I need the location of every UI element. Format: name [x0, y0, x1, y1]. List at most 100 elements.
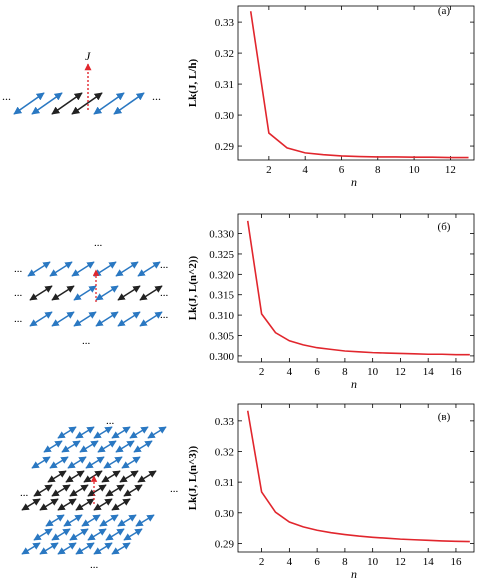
chart-panel-a: 2 4 6 8 10 12 0.29 0.30 0.31 0.32 0.33 n Lk(J, L/h) (…: [187, 5, 475, 189]
blue-arrow: [57, 426, 77, 439]
dark-arrow: [117, 285, 141, 301]
lattice-illustration-c: ... ... ... ...: [20, 415, 179, 571]
blue-arrow: [51, 528, 71, 541]
blue-arrow: [123, 528, 143, 541]
blue-arrow: [63, 514, 83, 527]
y-tick-label: 0.29: [215, 141, 235, 153]
blue-arrow: [29, 311, 53, 327]
blue-arrow: [21, 542, 41, 555]
y-tick-label: 0.31: [215, 79, 234, 91]
dark-arrow: [21, 498, 41, 511]
blue-arrow: [67, 456, 87, 469]
y-tick-label: 0.31: [215, 477, 234, 489]
ellipsis: ...: [160, 259, 169, 271]
blue-arrow: [61, 440, 81, 453]
blue-arrow: [73, 311, 97, 327]
dark-arrow: [87, 484, 107, 497]
y-tick-label: 0.29: [215, 538, 235, 550]
blue-arrow: [117, 311, 141, 327]
ellipsis: ...: [160, 287, 169, 299]
blue-arrow: [147, 426, 167, 439]
blue-arrow: [115, 440, 135, 453]
y-tick-label: 0.33: [215, 17, 235, 29]
ellipsis: ...: [20, 487, 29, 499]
blue-arrow: [85, 456, 105, 469]
blue-arrow: [51, 311, 75, 327]
blue-arrow: [39, 542, 59, 555]
dark-arrow: [33, 484, 53, 497]
y-tick-label: 0.33: [215, 416, 235, 428]
y-tick-label: 0.305: [209, 330, 234, 342]
dark-arrow: [57, 498, 77, 511]
chart-panel-c: 2 4 6 8 10 12 14 16 0.29 0.30 0.31 0.32 0.33 n Lk(J, L…: [187, 403, 475, 581]
blue-arrow: [103, 456, 123, 469]
dark-arrow: [47, 470, 67, 483]
blue-arrow: [115, 261, 139, 277]
dark-arrow: [139, 285, 163, 301]
blue-arrow: [31, 456, 51, 469]
x-tick-label: 6: [339, 164, 345, 176]
blue-arrow: [129, 426, 149, 439]
blue-arrow: [95, 285, 119, 301]
dark-arrow: [137, 470, 157, 483]
series-line: [246, 220, 470, 356]
blue-arrow: [57, 542, 77, 555]
plot-frame: [237, 5, 475, 161]
x-tick-label: 16: [450, 366, 462, 378]
plot-frame: [237, 403, 475, 553]
blue-arrow: [99, 514, 119, 527]
dark-arrow: [111, 498, 131, 511]
x-tick-label: 8: [375, 164, 381, 176]
blue-arrow: [69, 528, 89, 541]
dark-arrow: [101, 470, 121, 483]
ellipsis: ...: [170, 483, 179, 495]
x-tick-label: 4: [302, 164, 308, 176]
dark-arrow: [39, 498, 59, 511]
ellipsis: ...: [106, 415, 115, 427]
panel-label: (в): [438, 411, 451, 423]
x-tick-label: 12: [395, 366, 406, 378]
blue-arrow: [49, 261, 73, 277]
dark-arrow: [123, 484, 143, 497]
y-tick-label: 0.320: [209, 269, 234, 281]
dark-arrow: [105, 484, 125, 497]
y-tick-label: 0.300: [209, 351, 234, 363]
ellipsis: ...: [14, 287, 23, 299]
blue-arrow: [113, 92, 145, 115]
ellipsis: ...: [82, 335, 91, 347]
blue-arrow: [111, 426, 131, 439]
series-line: [249, 11, 469, 159]
blue-arrow: [45, 514, 65, 527]
y-tick-label: 0.32: [215, 48, 234, 60]
x-axis-label: n: [351, 175, 357, 189]
ellipsis: ...: [14, 263, 23, 275]
blue-arrow: [95, 311, 119, 327]
blue-arrow: [43, 440, 63, 453]
y-axis-label: Lk(J, L/h): [187, 59, 199, 108]
series-line: [246, 410, 470, 543]
y-tick-label: 0.325: [209, 249, 234, 261]
x-tick-label: 12: [445, 164, 456, 176]
blue-arrow: [117, 514, 137, 527]
dark-arrow: [29, 285, 53, 301]
dark-arrow: [75, 498, 95, 511]
blue-arrow: [135, 514, 155, 527]
y-axis-label: Lk(J, L(n^2)): [187, 255, 199, 320]
blue-arrow: [81, 514, 101, 527]
lattice-illustration-b: ... ... ... ... ... ... ... ...: [14, 237, 169, 347]
ellipsis: ...: [94, 237, 103, 249]
y-tick-label: 0.30: [215, 110, 235, 122]
blue-arrow: [33, 528, 53, 541]
x-tick-label: 4: [287, 556, 293, 568]
blue-arrow: [49, 456, 69, 469]
y-axis-label: Lk(J, L(n^3)): [187, 445, 199, 510]
x-axis-label: n: [351, 377, 357, 391]
blue-arrow: [93, 426, 113, 439]
x-tick-label: 6: [314, 556, 320, 568]
x-tick-label: 2: [259, 556, 265, 568]
y-tick-label: 0.32: [215, 446, 234, 458]
blue-arrow: [133, 440, 153, 453]
blue-arrow: [97, 440, 117, 453]
ellipsis-right: ...: [152, 89, 161, 103]
